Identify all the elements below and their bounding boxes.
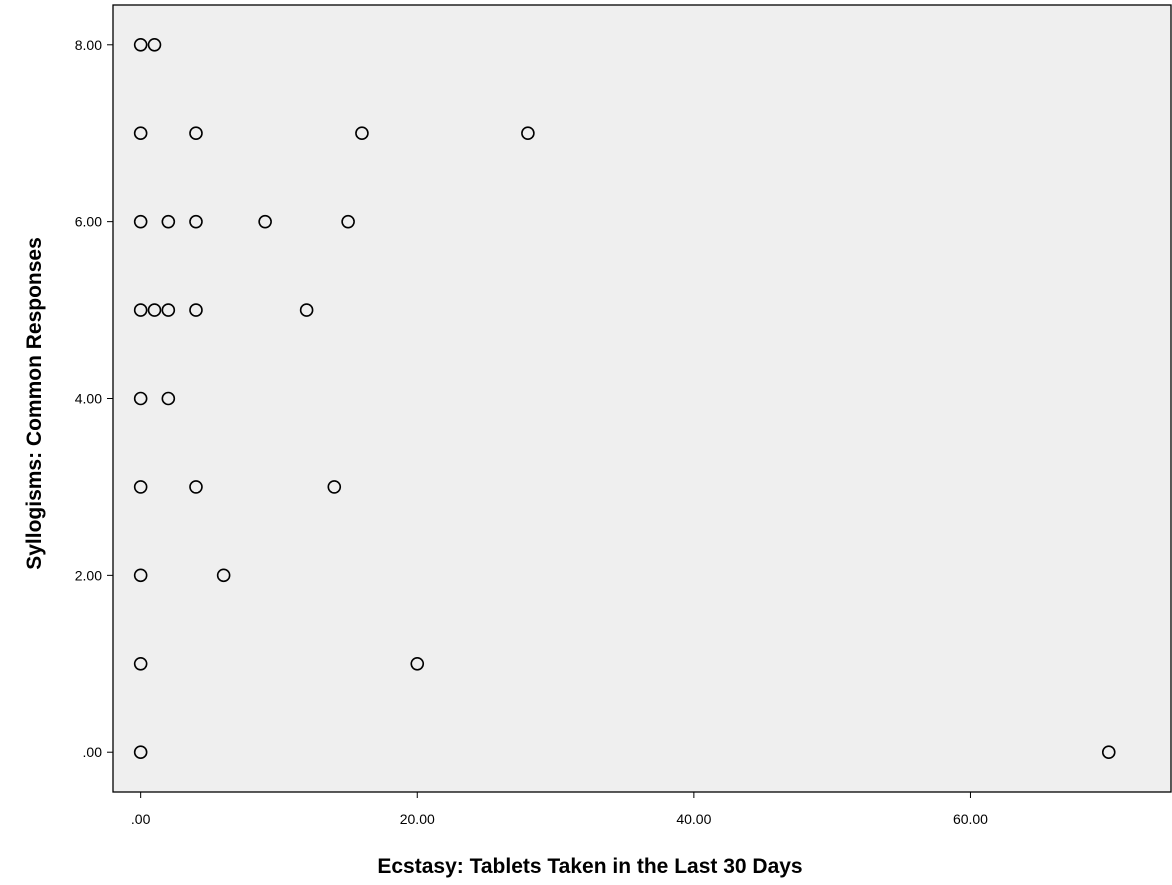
x-tick-label: .00	[131, 811, 151, 827]
x-tick-label: 60.00	[953, 811, 988, 827]
y-tick-label: .00	[83, 744, 103, 760]
x-tick-label: 20.00	[400, 811, 435, 827]
x-axis: .00 20.00 40.00 60.00	[131, 792, 988, 827]
y-axis-title: Syllogisms: Common Responses	[23, 237, 46, 570]
y-tick-label: 8.00	[75, 37, 102, 53]
x-axis-title: Ecstasy: Tablets Taken in the Last 30 Da…	[377, 855, 802, 878]
y-tick-label: 6.00	[75, 214, 102, 230]
y-tick-label: 4.00	[75, 391, 102, 407]
x-tick-label: 40.00	[676, 811, 711, 827]
plot-area	[113, 5, 1171, 792]
y-tick-label: 2.00	[75, 567, 102, 583]
y-axis: .00 2.00 4.00 6.00 8.00	[75, 37, 113, 760]
